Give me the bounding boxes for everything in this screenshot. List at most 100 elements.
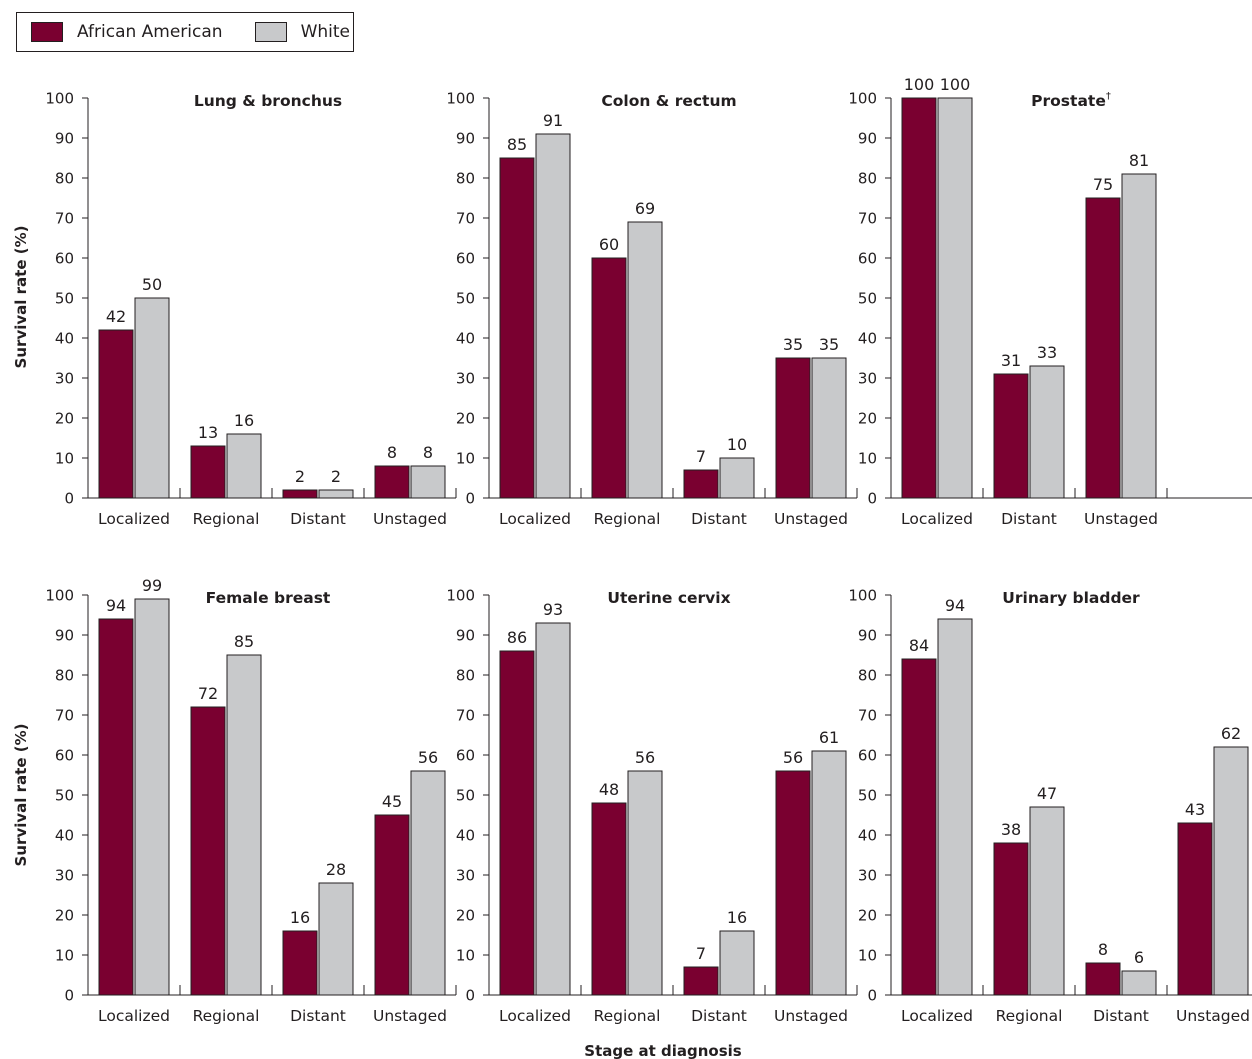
bar-value-label: 84: [909, 636, 929, 655]
bar: [683, 469, 719, 499]
y-tick-label: 30: [858, 867, 877, 885]
y-tick-label: 90: [858, 130, 877, 148]
y-tick-label: 60: [55, 747, 74, 765]
y-tick-label: 30: [858, 370, 877, 388]
bar-value-label: 91: [543, 111, 563, 130]
bar: [282, 930, 318, 996]
y-tick-label: 40: [55, 827, 74, 845]
bar-value-label: 6: [1134, 948, 1144, 967]
y-tick-label: 60: [55, 250, 74, 268]
bar-value-label: 56: [635, 748, 655, 767]
bar: [499, 650, 535, 996]
x-tick-label: Distant: [290, 1007, 346, 1025]
y-tick-label: 20: [858, 907, 877, 925]
bar: [535, 622, 571, 996]
y-tick-label: 60: [858, 250, 877, 268]
bar: [410, 770, 446, 996]
x-tick-label: Unstaged: [373, 1007, 447, 1025]
bar-value-label: 13: [198, 423, 218, 442]
y-tick-label: 80: [456, 170, 475, 188]
bar-value-label: 2: [295, 467, 305, 486]
legend-swatch-white: [254, 22, 287, 42]
bar: [937, 618, 973, 996]
y-tick-label: 70: [456, 210, 475, 228]
x-tick-label: Localized: [98, 1007, 170, 1025]
y-tick-label: 90: [55, 130, 74, 148]
bar-value-label: 60: [599, 235, 619, 254]
chart-panel: 0 10 20 30 40 50 60 70 80 90 100 85 91 Localized 60 69 R…: [446, 90, 858, 528]
legend-swatch-african-american: [31, 22, 63, 42]
y-tick-label: 40: [858, 330, 877, 348]
x-tick-label: Regional: [594, 510, 661, 528]
x-tick-label: Unstaged: [1084, 510, 1158, 528]
bar-value-label: 81: [1129, 151, 1149, 170]
x-tick-label: Distant: [691, 1007, 747, 1025]
x-tick-label: Unstaged: [373, 510, 447, 528]
bar-value-label: 45: [382, 792, 402, 811]
y-tick-label: 40: [858, 827, 877, 845]
bar: [591, 802, 627, 996]
bar-value-label: 62: [1221, 724, 1241, 743]
x-tick-label: Unstaged: [774, 510, 848, 528]
x-tick-label: Distant: [1001, 510, 1057, 528]
y-tick-label: 0: [465, 490, 475, 508]
bar: [1121, 970, 1157, 996]
bar-value-label: 56: [783, 748, 803, 767]
y-tick-label: 100: [45, 587, 74, 605]
bar: [1121, 173, 1157, 499]
bar: [374, 465, 410, 499]
bar-value-label: 8: [387, 443, 397, 462]
bar-value-label: 16: [234, 411, 254, 430]
x-tick-label: Unstaged: [774, 1007, 848, 1025]
bar: [1029, 365, 1065, 499]
bar-value-label: 85: [507, 135, 527, 154]
y-tick-label: 80: [55, 170, 74, 188]
bar: [318, 489, 354, 499]
bar-value-label: 75: [1093, 175, 1113, 194]
x-tick-label: Regional: [193, 1007, 260, 1025]
y-tick-label: 60: [858, 747, 877, 765]
y-tick-label: 50: [55, 290, 74, 308]
y-tick-label: 10: [55, 947, 74, 965]
y-tick-label: 40: [456, 330, 475, 348]
y-tick-label: 80: [456, 667, 475, 685]
y-tick-label: 30: [55, 370, 74, 388]
bar-value-label: 61: [819, 728, 839, 747]
y-tick-label: 0: [867, 987, 877, 1005]
bar-value-label: 33: [1037, 343, 1057, 362]
y-tick-label: 50: [55, 787, 74, 805]
bar-value-label: 47: [1037, 784, 1057, 803]
y-tick-label: 50: [456, 787, 475, 805]
y-tick-label: 50: [456, 290, 475, 308]
x-axis-label: Stage at diagnosis: [584, 1042, 742, 1059]
bar: [775, 357, 811, 499]
y-tick-label: 80: [55, 667, 74, 685]
chart-panel: 0 10 20 30 40 50 60 70 80 90 100 84 94 Localized 38 47 R…: [848, 587, 1252, 1025]
y-tick-label: 70: [55, 707, 74, 725]
bar-value-label: 94: [945, 596, 965, 615]
bar: [627, 221, 663, 499]
bar: [1085, 197, 1121, 499]
bar: [1029, 806, 1065, 996]
y-tick-label: 90: [456, 627, 475, 645]
legend-item-white: White: [254, 22, 350, 42]
bar-value-label: 2: [331, 467, 341, 486]
bar-value-label: 16: [290, 908, 310, 927]
x-tick-label: Regional: [193, 510, 260, 528]
y-tick-label: 30: [55, 867, 74, 885]
bar: [901, 97, 937, 499]
bar: [499, 157, 535, 499]
x-tick-label: Regional: [996, 1007, 1063, 1025]
bar: [1085, 962, 1121, 996]
y-tick-label: 30: [456, 867, 475, 885]
legend-label: White: [300, 22, 350, 42]
y-tick-label: 70: [456, 707, 475, 725]
y-tick-label: 30: [456, 370, 475, 388]
bar: [98, 618, 134, 996]
bar-value-label: 50: [142, 275, 162, 294]
bar-value-label: 100: [904, 75, 935, 94]
y-tick-label: 10: [55, 450, 74, 468]
y-axis-label-top: Survival rate (%): [12, 226, 30, 369]
y-tick-label: 70: [858, 707, 877, 725]
